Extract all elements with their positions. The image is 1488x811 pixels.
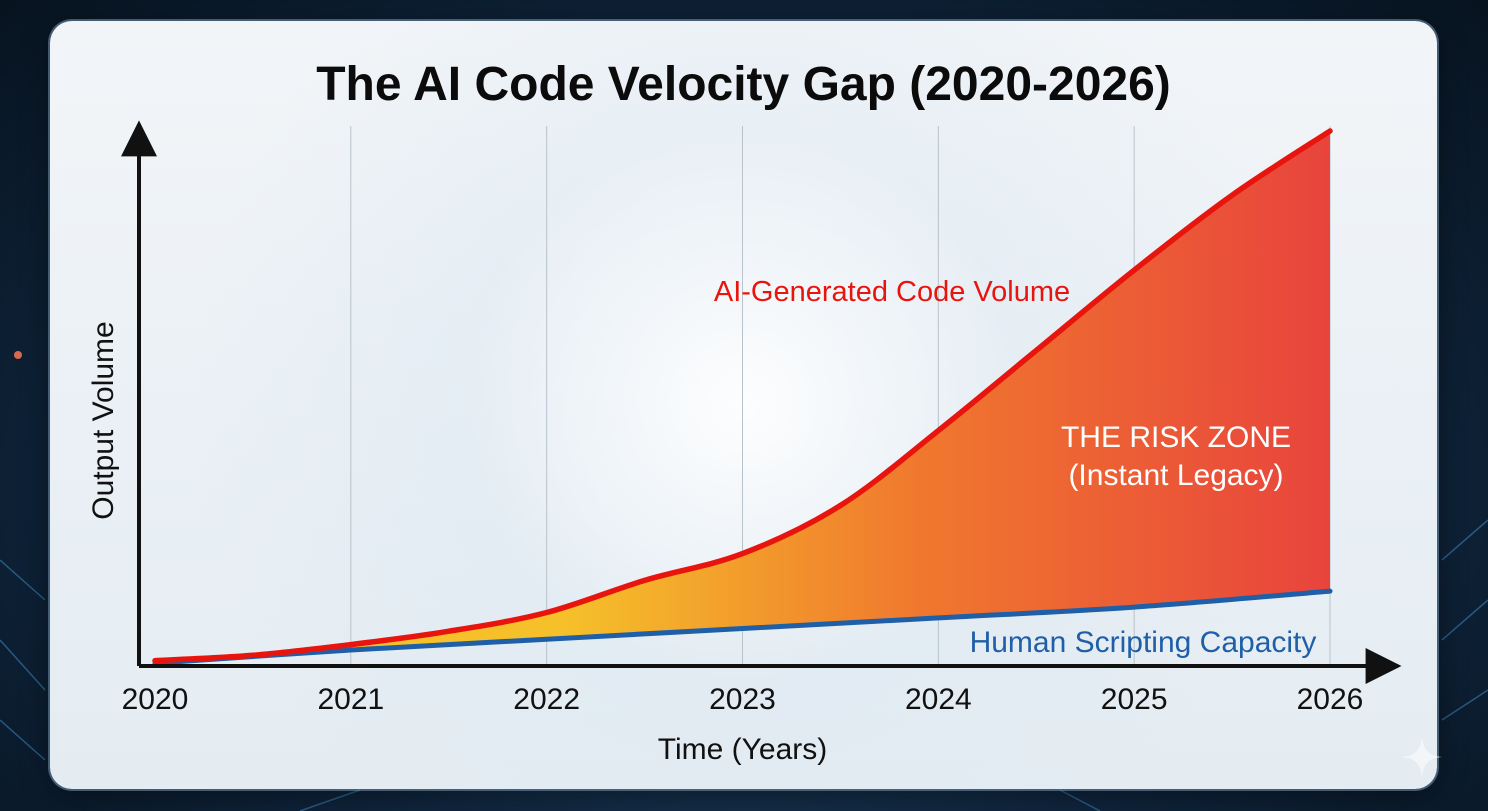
chart-card: The AI Code Velocity Gap (2020-2026) 202… xyxy=(50,21,1437,789)
risk-zone-area xyxy=(155,131,1330,664)
x-tick-label-2026: 2026 xyxy=(1297,683,1364,716)
annotation-instant-legacy: (Instant Legacy) xyxy=(1068,459,1283,492)
x-tick-label-2020: 2020 xyxy=(122,683,189,716)
x-tick-labels: 2020 2021 2022 2023 2024 2025 2026 xyxy=(122,683,1364,716)
x-tick-label-2023: 2023 xyxy=(709,683,776,716)
annotation-risk-zone: THE RISK ZONE xyxy=(1061,421,1291,454)
annotation-human-scripting-capacity: Human Scripting Capacity xyxy=(970,626,1317,659)
x-tick-label-2022: 2022 xyxy=(513,683,580,716)
chart-plot: 2020 2021 2022 2023 2024 2025 2026 Time (Years… xyxy=(87,120,1402,766)
annotation-ai-generated-code-volume: AI-Generated Code Volume xyxy=(714,276,1070,308)
x-tick-label-2025: 2025 xyxy=(1101,683,1168,716)
x-tick-label-2024: 2024 xyxy=(905,683,972,716)
series-line-human-scripting-capacity xyxy=(152,588,1333,666)
y-axis-label: Output Volume xyxy=(87,321,120,519)
x-axis-label: Time (Years) xyxy=(658,733,827,766)
sparkle-icon xyxy=(1402,737,1442,777)
x-tick-label-2021: 2021 xyxy=(317,683,384,716)
series-line-ai-generated-code-volume xyxy=(152,128,1333,664)
chart-title: The AI Code Velocity Gap (2020-2026) xyxy=(316,58,1171,111)
